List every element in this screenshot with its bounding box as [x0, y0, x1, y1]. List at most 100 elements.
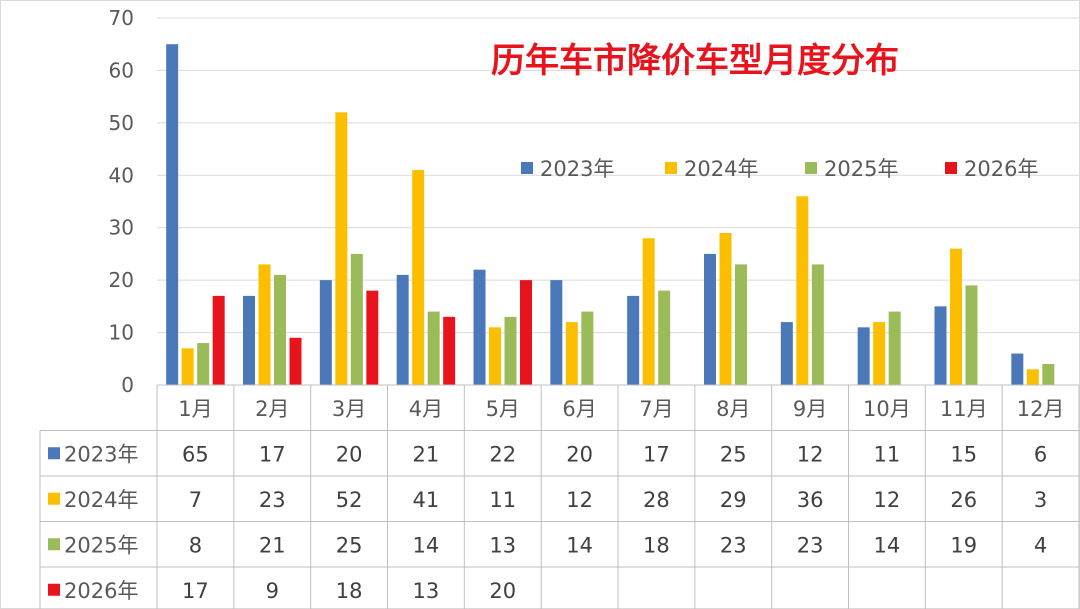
bar-2024年-12月 — [1026, 369, 1039, 385]
bars — [166, 44, 1055, 385]
table-series-label: 2023年 — [64, 442, 138, 466]
table-cell-value: 20 — [336, 442, 363, 466]
bar-2024年-5月 — [489, 327, 501, 385]
table-cell-value: 22 — [489, 442, 516, 466]
bar-2023年-6月 — [550, 280, 563, 385]
y-axis: 0 10 20 30 40 50 60 70 — [109, 6, 134, 397]
bar-2025年-7月 — [658, 290, 671, 385]
table-series-label: 2024年 — [64, 488, 138, 512]
legend: 2023年 2024年 2025年 2026年 — [521, 157, 1038, 181]
y-tick-label: 20 — [109, 268, 134, 292]
bar-2023年-7月 — [627, 295, 640, 385]
bar-2023年-2月 — [243, 295, 255, 385]
table-cell-value: 23 — [797, 533, 824, 557]
bar-2024年-2月 — [258, 264, 271, 385]
table-cell-value: 17 — [259, 442, 286, 466]
table-cell-value: 7 — [189, 488, 202, 512]
table-cell-value: 12 — [874, 488, 901, 512]
table-legend-swatch — [48, 447, 60, 460]
table-cell-value: 18 — [336, 579, 363, 603]
legend-label: 2023年 — [540, 157, 614, 181]
bar-2024年-8月 — [719, 232, 732, 385]
y-tick-label: 30 — [109, 216, 134, 240]
bar-2024年-1月 — [181, 348, 194, 385]
table-cell-value: 21 — [259, 533, 286, 557]
bar-2023年-8月 — [704, 253, 716, 385]
table-cell-value: 25 — [720, 442, 747, 466]
category-label: 6月 — [562, 397, 596, 421]
legend-swatch — [805, 162, 817, 174]
table-legend-swatch — [48, 583, 60, 596]
table-series-label: 2026年 — [64, 579, 138, 603]
table-cell-value: 65 — [182, 442, 209, 466]
table-cell-value: 3 — [1034, 488, 1047, 512]
table-cell-value: 17 — [643, 442, 670, 466]
bar-2025年-3月 — [350, 253, 363, 385]
bar-2025年-5月 — [504, 316, 517, 385]
bar-2026年-4月 — [443, 316, 456, 385]
y-tick-label: 40 — [109, 163, 134, 187]
bar-2024年-4月 — [412, 170, 425, 385]
table-cell-value: 4 — [1034, 533, 1047, 557]
bar-2023年-11月 — [934, 306, 947, 385]
bar-2023年-4月 — [396, 274, 409, 385]
table-cell-value: 19 — [950, 533, 977, 557]
bar-2023年-3月 — [319, 280, 332, 385]
y-tick-label: 0 — [121, 373, 134, 397]
bar-2025年-12月 — [1042, 364, 1055, 385]
bar-2025年-1月 — [197, 343, 210, 385]
y-tick-label: 10 — [109, 321, 134, 345]
table-cell-value: 23 — [259, 488, 286, 512]
table-cell-value: 12 — [797, 442, 824, 466]
legend-label: 2024年 — [684, 157, 758, 181]
bar-2023年-5月 — [473, 269, 486, 385]
bar-2023年-12月 — [1011, 353, 1024, 385]
table-legend-swatch — [48, 538, 60, 551]
bar-2024年-11月 — [950, 248, 962, 385]
bar-2025年-11月 — [965, 285, 978, 385]
table-cell-value: 6 — [1034, 442, 1047, 466]
table-cell-value: 20 — [489, 579, 516, 603]
table-cell-value: 25 — [336, 533, 363, 557]
bar-2023年-1月 — [166, 44, 179, 385]
legend-swatch — [665, 162, 677, 174]
table-cell-value: 18 — [643, 533, 670, 557]
table-cell-value: 14 — [413, 533, 440, 557]
table-cell-value: 28 — [643, 488, 670, 512]
bar-2025年-10月 — [888, 311, 901, 385]
table-cell-value: 13 — [489, 533, 516, 557]
table-legend-swatch — [48, 492, 60, 505]
table-cell-value: 29 — [720, 488, 747, 512]
category-label: 7月 — [639, 397, 673, 421]
bar-2026年-1月 — [212, 295, 225, 385]
bar-2024年-9月 — [796, 196, 809, 385]
bar-2024年-10月 — [873, 322, 886, 385]
chart-title: 历年车市降价车型月度分布 — [491, 41, 899, 81]
category-label: 1月 — [178, 397, 212, 421]
table-cell-value: 15 — [950, 442, 977, 466]
category-label: 12月 — [1017, 397, 1065, 421]
category-label: 11月 — [940, 397, 988, 421]
legend-swatch — [945, 162, 957, 174]
table-cell-value: 14 — [874, 533, 901, 557]
gridlines — [157, 17, 1079, 334]
table-cell-value: 13 — [413, 579, 440, 603]
table-cell-value: 9 — [266, 579, 279, 603]
table-cell-value: 36 — [797, 488, 824, 512]
bar-2026年-5月 — [520, 280, 532, 385]
bar-2025年-4月 — [427, 311, 440, 385]
category-label: 2月 — [255, 397, 289, 421]
table-cell-value: 52 — [336, 488, 363, 512]
legend-swatch — [521, 162, 533, 174]
y-tick-label: 70 — [109, 6, 134, 30]
table-cell-value: 14 — [566, 533, 593, 557]
y-tick-label: 60 — [109, 58, 134, 82]
bar-2025年-2月 — [274, 274, 286, 385]
category-label: 10月 — [863, 397, 911, 421]
table-cell-value: 41 — [413, 488, 440, 512]
bar-2023年-10月 — [857, 327, 870, 385]
bar-2025年-9月 — [811, 264, 824, 385]
category-label: 8月 — [716, 397, 750, 421]
legend-label: 2025年 — [824, 157, 898, 181]
